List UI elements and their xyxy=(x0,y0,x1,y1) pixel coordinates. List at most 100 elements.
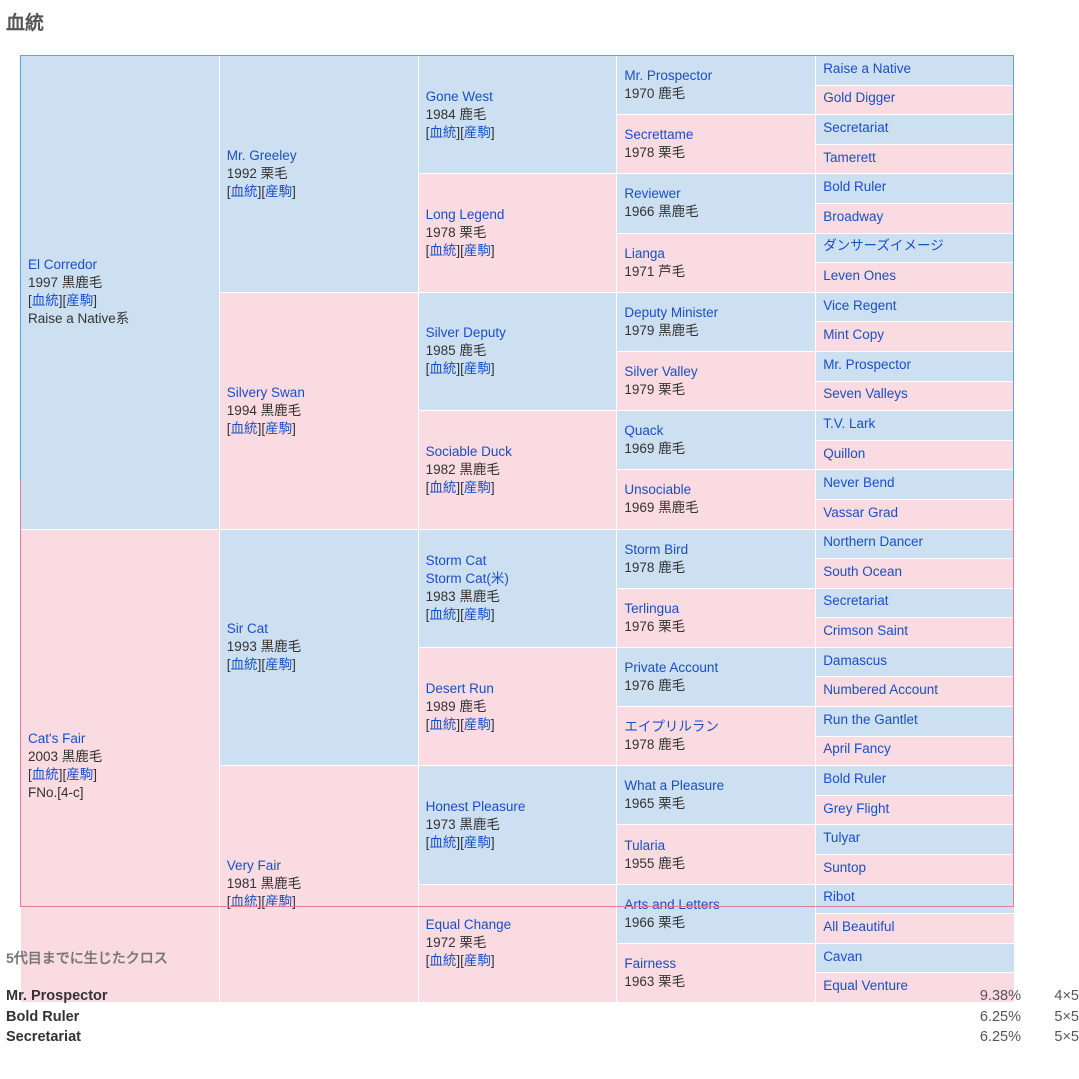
horse-name-link[interactable]: Lianga xyxy=(624,245,665,261)
horse-name-link[interactable]: Secrettame xyxy=(624,127,694,143)
horse-name-link[interactable]: Seven Valleys xyxy=(823,386,908,402)
pedigree-link[interactable]: 血統 xyxy=(230,894,258,910)
horse-name-link[interactable]: Mr. Greeley xyxy=(226,147,297,163)
horse-name-link[interactable]: Cavan xyxy=(823,948,863,964)
pedigree-link[interactable]: 血統 xyxy=(230,420,258,436)
horse-name-link[interactable]: Never Bend xyxy=(823,475,895,491)
horse-name-link[interactable]: El Corredor xyxy=(28,257,98,273)
pedigree-cell-gen4: What a Pleasure 1965 栗毛 xyxy=(616,765,817,826)
horse-name-link[interactable]: Quillon xyxy=(823,445,866,461)
horse-name-link[interactable]: ダンサーズイメージ xyxy=(823,238,944,254)
offspring-link[interactable]: 産駒 xyxy=(265,657,293,673)
horse-name-link[interactable]: Unsociable xyxy=(624,482,692,498)
offspring-link[interactable]: 産駒 xyxy=(463,607,491,623)
pedigree-link[interactable]: 血統 xyxy=(230,183,258,199)
offspring-link[interactable]: 産駒 xyxy=(265,420,293,436)
horse-name-link[interactable]: Bold Ruler xyxy=(823,179,887,195)
horse-name-link[interactable]: Silver Valley xyxy=(624,364,698,380)
offspring-link[interactable]: 産駒 xyxy=(463,479,491,495)
horse-name-link[interactable]: Sir Cat xyxy=(226,621,269,637)
offspring-link[interactable]: 産駒 xyxy=(463,124,491,140)
horse-name-link[interactable]: Deputy Minister xyxy=(624,304,719,320)
pedigree-link[interactable]: 血統 xyxy=(429,607,457,623)
horse-name-link[interactable]: Storm Cat xyxy=(425,553,487,569)
offspring-link[interactable]: 産駒 xyxy=(463,834,491,850)
birth-year-coat: 1978 鹿毛 xyxy=(624,559,686,575)
horse-name-link[interactable]: エイプリルラン xyxy=(624,719,719,735)
pedigree-link[interactable]: 血統 xyxy=(429,243,457,259)
pedigree-link[interactable]: 血統 xyxy=(31,293,59,309)
horse-name-link[interactable]: Grey Flight xyxy=(823,800,890,816)
pedigree-link[interactable]: 血統 xyxy=(429,834,457,850)
pedigree-link[interactable]: 血統 xyxy=(429,953,457,969)
cross-horse-name[interactable]: Secretariat xyxy=(6,1029,81,1045)
horse-name-link[interactable]: Suntop xyxy=(823,859,866,875)
horse-name-link[interactable]: Run the Gantlet xyxy=(823,711,918,727)
horse-name-link[interactable]: Vice Regent xyxy=(823,297,897,313)
horse-name-link[interactable]: Storm Bird xyxy=(624,541,689,557)
offspring-link[interactable]: 産駒 xyxy=(463,361,491,377)
offspring-link[interactable]: 産駒 xyxy=(463,953,491,969)
offspring-link[interactable]: 産駒 xyxy=(66,293,94,309)
horse-name-link[interactable]: Northern Dancer xyxy=(823,534,923,550)
horse-name-link[interactable]: Mr. Prospector xyxy=(624,68,713,84)
pedigree-link[interactable]: 血統 xyxy=(429,124,457,140)
horse-name-link[interactable]: Raise a Native xyxy=(823,60,911,76)
horse-name-link[interactable]: Terlingua xyxy=(624,600,680,616)
pedigree-link[interactable]: 血統 xyxy=(429,716,457,732)
horse-name-link[interactable]: Numbered Account xyxy=(823,682,939,698)
horse-name-link[interactable]: Bold Ruler xyxy=(823,771,887,787)
offspring-link[interactable]: 産駒 xyxy=(463,716,491,732)
horse-alt-name-link[interactable]: Storm Cat(米) xyxy=(425,571,509,587)
horse-name-link[interactable]: Equal Change xyxy=(425,917,512,933)
horse-name-link[interactable]: Secretariat xyxy=(823,119,889,135)
horse-name-link[interactable]: Equal Venture xyxy=(823,978,909,994)
horse-links: [血統][産駒] xyxy=(425,361,495,377)
horse-name-link[interactable]: Quack xyxy=(624,423,664,439)
horse-name-link[interactable]: Private Account xyxy=(624,659,719,675)
horse-name-link[interactable]: Secretariat xyxy=(823,593,889,609)
horse-name-link[interactable]: South Ocean xyxy=(823,563,902,579)
cross-horse-name[interactable]: Bold Ruler xyxy=(6,1008,80,1025)
horse-name-link[interactable]: Silvery Swan xyxy=(226,384,305,400)
offspring-link[interactable]: 産駒 xyxy=(66,766,94,782)
pedigree-link[interactable]: 血統 xyxy=(31,766,59,782)
offspring-link[interactable]: 産駒 xyxy=(265,894,293,910)
horse-name-link[interactable]: Leven Ones xyxy=(823,267,896,283)
horse-name-link[interactable]: Tularia xyxy=(624,837,666,853)
horse-name-link[interactable]: Ribot xyxy=(823,889,855,905)
pedigree-link[interactable]: 血統 xyxy=(230,657,258,673)
offspring-link[interactable]: 産駒 xyxy=(265,183,293,199)
horse-name-link[interactable]: Mint Copy xyxy=(823,327,884,343)
horse-name-link[interactable]: All Beautiful xyxy=(823,919,895,935)
pedigree-cell-gen1: El Corredor 1997 黒鹿毛 [血統][産駒] Raise a Nativ… xyxy=(20,55,220,530)
horse-name-link[interactable]: Long Legend xyxy=(425,207,505,223)
horse-name-link[interactable]: Tamerett xyxy=(823,149,876,165)
horse-name-link[interactable]: Silver Deputy xyxy=(425,325,506,341)
horse-name-link[interactable]: Arts and Letters xyxy=(624,896,720,912)
horse-name-link[interactable]: T.V. Lark xyxy=(823,415,876,431)
horse-name-link[interactable]: Sociable Duck xyxy=(425,443,512,459)
horse-name-link[interactable]: Tulyar xyxy=(823,830,861,846)
horse-name-link[interactable]: Reviewer xyxy=(624,186,681,202)
horse-name-link[interactable]: April Fancy xyxy=(823,741,891,757)
birth-year-coat: 1979 栗毛 xyxy=(624,382,686,398)
horse-name-link[interactable]: Crimson Saint xyxy=(823,623,908,639)
horse-name-link[interactable]: Broadway xyxy=(823,208,884,224)
horse-name-link[interactable]: What a Pleasure xyxy=(624,778,725,794)
pedigree-link[interactable]: 血統 xyxy=(429,361,457,377)
horse-name-link[interactable]: Desert Run xyxy=(425,680,494,696)
horse-name-link[interactable]: Damascus xyxy=(823,652,887,668)
horse-name-link[interactable]: Very Fair xyxy=(226,858,281,874)
horse-name-link[interactable]: Vassar Grad xyxy=(823,504,898,520)
horse-name-link[interactable]: Gone West xyxy=(425,88,493,104)
horse-name-link[interactable]: Honest Pleasure xyxy=(425,798,526,814)
cross-horse-name[interactable]: Mr. Prospector xyxy=(6,988,108,1004)
offspring-link[interactable]: 産駒 xyxy=(463,243,491,259)
pedigree-link[interactable]: 血統 xyxy=(429,479,457,495)
horse-name-link[interactable]: Cat's Fair xyxy=(28,730,86,746)
pedigree-cell-gen5: Bold Ruler xyxy=(815,173,1015,204)
horse-name-link[interactable]: Gold Digger xyxy=(823,90,896,106)
horse-name-link[interactable]: Mr. Prospector xyxy=(823,356,911,372)
horse-name-link[interactable]: Fairness xyxy=(624,955,677,971)
